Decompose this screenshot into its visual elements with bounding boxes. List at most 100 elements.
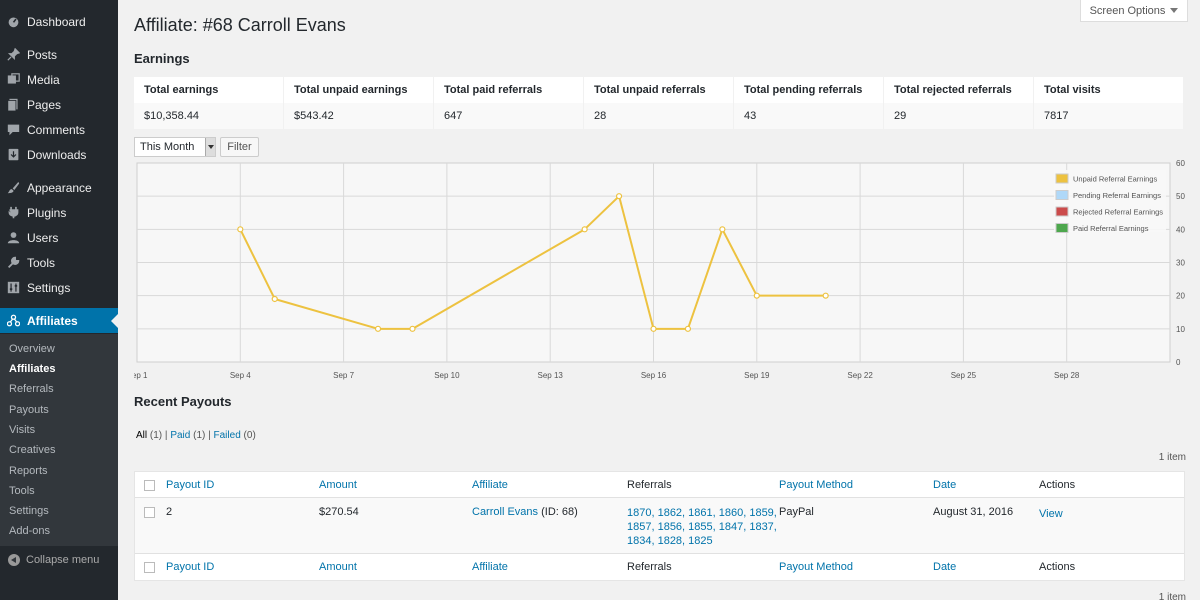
admin-sidebar: Dashboard Posts Media Pages Comments Dow…: [0, 0, 118, 600]
submenu-visits[interactable]: Visits: [9, 424, 36, 436]
sidebar-item-affiliates[interactable]: Affiliates: [0, 308, 118, 333]
submenu-reports[interactable]: Reports: [9, 465, 48, 477]
sidebar-item-pages[interactable]: Pages: [0, 92, 118, 117]
sidebar-item-label: Pages: [27, 97, 62, 112]
earnings-chart-svg: Sep 1 Sep 4 Sep 7 Sep 10 Sep 13 Sep 16 Sep 19 S…: [134, 160, 1185, 380]
referral-links-line[interactable]: 1870, 1862, 1861, 1860, 1859,: [627, 507, 777, 519]
data-point: [237, 226, 244, 233]
column-payout-method[interactable]: Payout Method: [779, 561, 853, 573]
select-arrow-icon: [205, 138, 215, 156]
collapse-menu-button[interactable]: Collapse menu: [0, 550, 118, 570]
column-payout-id[interactable]: Payout ID: [166, 479, 215, 491]
column-amount[interactable]: Amount: [319, 561, 357, 573]
x-tick-label: Sep 13: [538, 371, 564, 380]
legend-label: Unpaid Referral Earnings: [1073, 175, 1157, 184]
payout-id: 2: [166, 506, 173, 518]
payouts-table: Payout ID Amount Affiliate Referrals Pay…: [134, 471, 1185, 581]
filter-failed-link[interactable]: Failed: [213, 430, 241, 441]
legend-swatch: [1055, 190, 1069, 200]
stats-header-cell: Total unpaid earnings: [284, 77, 434, 103]
sidebar-item-plugins[interactable]: Plugins: [0, 200, 118, 225]
sidebar-item-tools[interactable]: Tools: [0, 250, 118, 275]
submenu-tools[interactable]: Tools: [9, 485, 35, 497]
sidebar-item-media[interactable]: Media: [0, 67, 118, 92]
affiliate-link[interactable]: Carroll Evans: [472, 506, 539, 518]
filter-all-link[interactable]: All: [136, 430, 148, 441]
sidebar-item-users[interactable]: Users: [0, 225, 118, 250]
sidebar-item-comments[interactable]: Comments: [0, 117, 118, 142]
filter-all-count: (1): [149, 430, 163, 441]
stats-value-cell: 7817: [1034, 103, 1184, 129]
page-title: Affiliate: #68 Carroll Evans: [134, 15, 346, 35]
submenu-payouts[interactable]: Payouts: [9, 404, 49, 416]
referral-links-line[interactable]: 1834, 1828, 1825: [627, 535, 713, 547]
sidebar-item-label: Affiliates: [27, 313, 78, 328]
data-point: [684, 325, 692, 332]
sidebar-item-dashboard[interactable]: Dashboard: [0, 9, 118, 34]
column-amount[interactable]: Amount: [319, 479, 357, 491]
column-payout-id[interactable]: Payout ID: [166, 561, 215, 573]
sidebar-item-appearance[interactable]: Appearance: [0, 175, 118, 200]
y-tick-label: 10: [1176, 325, 1185, 334]
legend-swatch: [1055, 223, 1069, 233]
data-point: [374, 325, 382, 332]
x-tick-label: Sep 19: [744, 371, 770, 380]
payout-method: PayPal: [779, 506, 814, 518]
stats-value-cell: 28: [584, 103, 734, 129]
column-affiliate[interactable]: Affiliate: [472, 479, 508, 491]
column-payout-method[interactable]: Payout Method: [779, 479, 853, 491]
row-checkbox[interactable]: [144, 507, 155, 518]
table-row: 2 $270.54 Carroll Evans (ID: 68) 1870, 1…: [135, 498, 1184, 554]
y-tick-label: 40: [1176, 225, 1185, 234]
row-select-cell: [135, 498, 166, 553]
stats-value-cell: 29: [884, 103, 1034, 129]
filter-paid-link[interactable]: Paid: [170, 430, 191, 441]
submenu-settings[interactable]: Settings: [9, 505, 49, 517]
submenu-creatives[interactable]: Creatives: [9, 444, 56, 456]
x-tick-label: Sep 4: [230, 371, 251, 380]
affiliate-id: (ID: 68): [541, 506, 578, 518]
sidebar-item-label: Comments: [27, 122, 86, 137]
column-date[interactable]: Date: [933, 479, 957, 491]
y-tick-label: 30: [1176, 259, 1185, 268]
date-range-value: This Month: [140, 141, 195, 153]
y-tick-label: 60: [1176, 160, 1185, 168]
date-range-select[interactable]: This Month: [134, 137, 216, 157]
affiliates-icon: [7, 314, 20, 327]
table-header-row: Payout ID Amount Affiliate Referrals Pay…: [135, 472, 1184, 498]
caret-down-icon: [1170, 8, 1179, 13]
stats-header-cell: Total rejected referrals: [884, 77, 1034, 103]
submenu-overview[interactable]: Overview: [9, 343, 55, 355]
submenu-add-ons[interactable]: Add-ons: [9, 525, 50, 537]
select-all-checkbox[interactable]: [144, 480, 155, 491]
item-count-top: 1 item: [1158, 452, 1186, 463]
media-icon: [7, 73, 20, 86]
legend-label: Pending Referral Earnings: [1073, 191, 1161, 200]
column-date[interactable]: Date: [933, 561, 957, 573]
stats-value-cell: $10,358.44: [134, 103, 284, 129]
submenu-referrals[interactable]: Referrals: [9, 383, 54, 395]
wrench-icon: [7, 256, 20, 269]
view-payout-link[interactable]: View: [1039, 508, 1063, 520]
payout-date: August 31, 2016: [933, 506, 1014, 518]
column-actions: Actions: [1039, 561, 1076, 573]
screen-options-label: Screen Options: [1089, 4, 1166, 17]
column-referrals: Referrals: [627, 479, 672, 491]
stats-header-cell: Total pending referrals: [734, 77, 884, 103]
sidebar-item-posts[interactable]: Posts: [0, 42, 118, 67]
plugin-icon: [7, 206, 20, 219]
filter-button[interactable]: Filter: [220, 137, 259, 157]
pages-icon: [7, 98, 20, 111]
dashboard-icon: [7, 15, 20, 28]
select-all-cell: [135, 472, 166, 497]
screen-options-button[interactable]: Screen Options: [1080, 0, 1188, 22]
sidebar-item-settings[interactable]: Settings: [0, 275, 118, 300]
sidebar-item-downloads[interactable]: Downloads: [0, 142, 118, 167]
collapse-menu-label: Collapse menu: [26, 554, 100, 566]
column-affiliate[interactable]: Affiliate: [472, 561, 508, 573]
sidebar-item-label: Media: [27, 72, 60, 87]
select-all-checkbox[interactable]: [144, 562, 155, 573]
y-tick-label: 0: [1176, 358, 1181, 367]
submenu-affiliates[interactable]: Affiliates: [9, 363, 56, 375]
referral-links-line[interactable]: 1857, 1856, 1855, 1847, 1837,: [627, 521, 777, 533]
